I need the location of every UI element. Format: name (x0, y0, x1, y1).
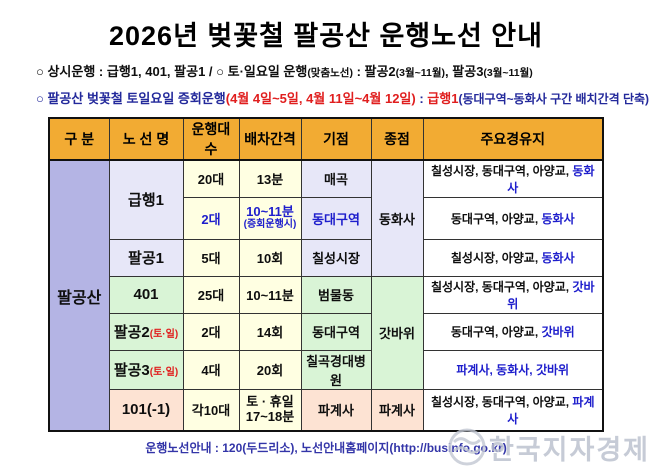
origin-cell: 동대구역 (300, 312, 372, 351)
footer-contact: 운행노선안내 : 120(두드리소), 노선안내홈페이지(http://busi… (145, 441, 507, 455)
via-cell: 칠성시장, 아양교, 동화사 (422, 238, 604, 277)
via-terminal-stop: 파계사, 동화사, 갓바위 (456, 363, 570, 377)
note1-slash: / (205, 64, 217, 79)
note1-custom-route: (맞춤노선) (307, 67, 353, 79)
via-terminal-stop: 동화사 (541, 211, 575, 226)
interval-cell: 10~11분 (238, 275, 302, 314)
col-header-origin: 기점 (300, 117, 372, 161)
via-terminal-stop: 동화사 (541, 251, 575, 265)
interval-main: 10~11분 (246, 204, 294, 220)
col-header-route-name: 노 선 명 (108, 117, 184, 161)
origin-cell: 매곡 (300, 159, 372, 198)
interval-main: 토 · 휴일 (246, 394, 294, 410)
via-terminal-stop: 갓바위 (541, 325, 575, 339)
via-stops: 칠성시장, 동대구역, 아양교, (430, 279, 573, 294)
terminal-cell: 파계사 (370, 388, 424, 432)
note-line-regular-service: ○ 상시운행 : 급행1, 401, 팔공1 / ○ 토·일요일 운행(맞춤노선… (36, 59, 652, 86)
interval-cell: 토 · 휴일 17~18분 (238, 388, 302, 432)
note2-route: 급행1 (427, 91, 459, 106)
note1-regular: ○ 상시운행 : 급행1, 401, 팔공1 (36, 64, 206, 79)
route-name-cell: 401 (108, 275, 184, 314)
terminal-cell: 동화사 (370, 159, 424, 277)
bus-count-cell: 2대 (182, 312, 240, 351)
interval-note: (증회운행시) (243, 219, 297, 231)
note2-colon: : (415, 91, 428, 106)
note-line-extra-service: ○ 팔공산 벚꽃철 토일요일 증회운행(4월 4일~5일, 4월 11일~4월 … (36, 86, 652, 112)
bus-count-cell: 25대 (182, 275, 240, 314)
bus-count-cell: 5대 (182, 238, 240, 277)
note2-dates: (4월 4일~5일, 4월 11일~4월 12일) (225, 91, 416, 106)
col-header-interval: 배차간격 (238, 117, 302, 161)
interval-cell: 20회 (238, 349, 302, 390)
interval-range: 17~18분 (245, 409, 295, 425)
via-stops: 칠성시장, 동대구역, 아양교, (430, 394, 573, 409)
interval-cell: 10~11분 (증회운행시) (238, 196, 302, 240)
via-stops: 칠성시장, 아양교, (450, 251, 542, 265)
origin-cell: 칠성시장 (300, 238, 372, 277)
via-stops: 동대구역, 아양교, (450, 211, 542, 226)
via-stops: 동대구역, 아양교, (450, 325, 542, 339)
note2-extra-service: ○ 팔공산 벚꽃철 토일요일 증회운행 (36, 91, 226, 106)
via-terminal-stop: 갓바위 (507, 279, 595, 311)
note1-weekend: ○ 토·일요일 운행 (216, 64, 308, 79)
via-cell: 칠성시장, 동대구역, 아양교, 동화사 (422, 159, 604, 198)
route-name-weekend-tag: (토·일) (149, 329, 179, 340)
via-cell: 동대구역, 아양교, 동화사 (422, 196, 604, 240)
col-header-bus-count: 운행대수 (182, 117, 240, 161)
route-name-cell: 팔공3(토·일) (108, 349, 184, 390)
col-header-via: 주요경유지 (422, 117, 604, 161)
interval-cell: 13분 (238, 159, 302, 198)
note2-section: (동대구역~동화사 구간 배치간격 단축) (458, 92, 650, 106)
page-title: 2026년 벚꽃철 팔공산 운행노선 안내 (109, 21, 543, 51)
via-cell: 파계사, 동화사, 갓바위 (422, 349, 604, 390)
origin-cell: 동대구역 (300, 196, 372, 240)
note1-palgong2: : 팔공2 (352, 64, 396, 79)
note1-months-2: (3월~11월) (483, 67, 533, 79)
via-cell: 칠성시장, 동대구역, 아양교, 갓바위 (422, 275, 604, 314)
terminal-cell: 갓바위 (370, 275, 424, 390)
route-name-weekend-tag: (토·일) (149, 367, 179, 378)
route-name-cell: 팔공1 (108, 238, 184, 277)
via-terminal-stop: 동화사 (507, 163, 595, 195)
interval-cell: 10회 (238, 238, 302, 277)
route-name: 팔공2 (113, 324, 150, 341)
via-cell: 칠성시장, 동대구역, 아양교, 파계사 (422, 388, 604, 432)
via-terminal-stop: 파계사 (507, 394, 595, 426)
region-cell: 팔공산 (48, 159, 110, 432)
route-name-cell: 101(-1) (108, 388, 184, 432)
via-stops: 칠성시장, 동대구역, 아양교, (430, 163, 573, 178)
route-name: 팔공3 (113, 362, 150, 379)
origin-cell: 범물동 (300, 275, 372, 314)
via-cell: 동대구역, 아양교, 갓바위 (422, 312, 604, 351)
bus-count-cell: 20대 (182, 159, 240, 198)
bus-count-cell: 2대 (182, 196, 240, 240)
bus-count-cell: 각10대 (182, 388, 240, 432)
notes-block: ○ 상시운행 : 급행1, 401, 팔공1 / ○ 토·일요일 운행(맞춤노선… (36, 59, 652, 112)
origin-cell: 칠곡경대병원 (300, 349, 372, 390)
col-header-terminal: 종점 (370, 117, 424, 161)
route-table: 구 분 노 선 명 운행대수 배차간격 기점 종점 주요경유지 팔공산 급행1 … (48, 117, 604, 432)
route-name-cell: 팔공2(토·일) (108, 312, 184, 351)
route-name-cell: 급행1 (108, 159, 184, 240)
origin-cell: 파계사 (300, 388, 372, 432)
col-header-category: 구 분 (48, 117, 110, 161)
bus-count-cell: 4대 (182, 349, 240, 390)
interval-cell: 14회 (238, 312, 302, 351)
note1-palgong3: , 팔공3 (445, 64, 484, 79)
note1-months-1: (3월~11월) (395, 67, 446, 79)
